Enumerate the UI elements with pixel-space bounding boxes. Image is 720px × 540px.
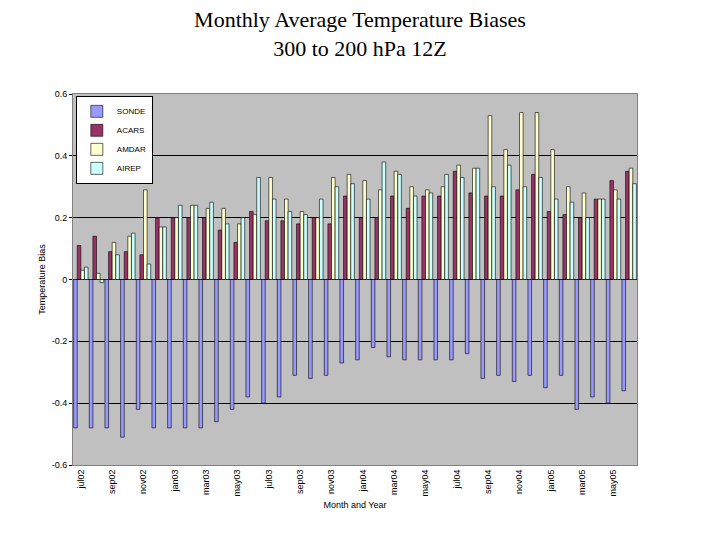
svg-text:jan05: jan05	[546, 470, 556, 493]
svg-text:ACARS: ACARS	[117, 126, 145, 135]
svg-text:nov02: nov02	[138, 470, 148, 495]
svg-text:sep04: sep04	[483, 470, 493, 495]
svg-text:jul03: jul03	[264, 470, 274, 490]
svg-text:jan04: jan04	[358, 470, 368, 493]
svg-text:may05: may05	[608, 470, 618, 497]
svg-text:0.6: 0.6	[55, 89, 68, 99]
svg-text:sep02: sep02	[107, 470, 117, 495]
svg-text:0: 0	[62, 275, 67, 285]
svg-text:-0.6: -0.6	[52, 460, 68, 470]
svg-text:may03: may03	[232, 470, 242, 497]
svg-text:0.4: 0.4	[55, 151, 68, 161]
svg-text:Temperature Bias: Temperature Bias	[37, 244, 47, 315]
svg-text:AMDAR: AMDAR	[117, 145, 146, 154]
svg-text:sep03: sep03	[295, 470, 305, 495]
svg-text:0.2: 0.2	[55, 213, 68, 223]
svg-text:may04: may04	[420, 470, 430, 497]
svg-text:jul04: jul04	[452, 470, 462, 490]
svg-text:-0.2: -0.2	[52, 336, 68, 346]
svg-text:mar05: mar05	[577, 470, 587, 496]
svg-text:jul02: jul02	[76, 470, 86, 490]
svg-text:-0.4: -0.4	[52, 398, 68, 408]
svg-text:Monthly Average Temperature Bi: Monthly Average Temperature Biases300 to…	[194, 7, 526, 61]
svg-text:nov04: nov04	[514, 470, 524, 495]
svg-text:mar04: mar04	[389, 470, 399, 496]
svg-text:AIREP: AIREP	[117, 164, 141, 173]
svg-text:jan03: jan03	[170, 470, 180, 493]
svg-text:SONDE: SONDE	[117, 107, 145, 116]
svg-text:mar03: mar03	[201, 470, 211, 496]
svg-text:nov03: nov03	[326, 470, 336, 495]
svg-text:Month and Year: Month and Year	[323, 500, 386, 510]
